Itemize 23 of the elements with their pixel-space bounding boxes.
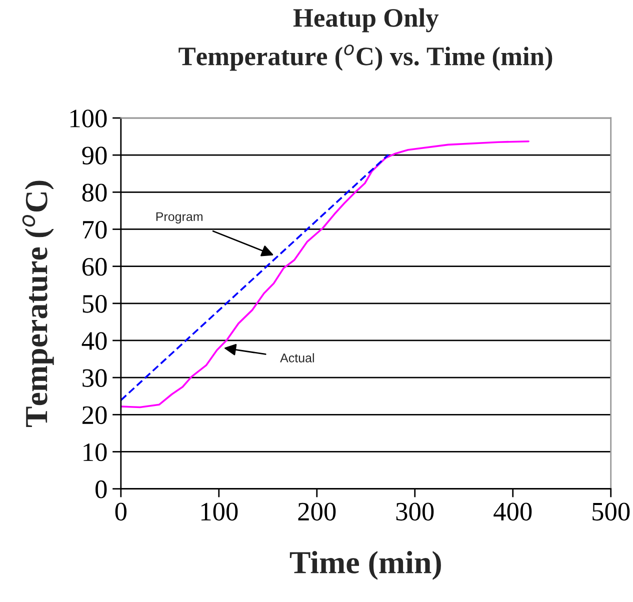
x-axis-title: Time (min) (290, 550, 441, 580)
y-tick-label: 80 (82, 184, 107, 202)
y-tick-label: 0 (96, 480, 107, 498)
y-tick-label: 90 (82, 146, 107, 164)
x-tick-label: 100 (201, 502, 238, 521)
x-tick-label: 400 (494, 502, 532, 521)
y-axis-title: Temperature ($^{o}$C) (22, 180, 54, 428)
y-tick-label: 20 (82, 406, 107, 424)
y-tick-label: 100 (70, 110, 107, 128)
annotation: Actual (280, 353, 314, 362)
y-tick-label: 30 (82, 369, 107, 387)
x-tick-label: 300 (396, 502, 434, 521)
x-tick-label: 200 (298, 502, 336, 521)
y-tick-label: 10 (84, 443, 107, 462)
x-tick-label: 500 (592, 502, 630, 521)
y-tick-label: 60 (82, 258, 107, 276)
line-series (120, 140, 530, 408)
y-tick-label: 70 (83, 220, 107, 239)
x-tick-label: 0 (115, 502, 126, 521)
chart-title: Heatup Only Temperature ($^{o}$C) vs. Time (min) (178, 8, 552, 71)
y-tick-label: 50 (82, 295, 107, 313)
annotation: Program (156, 212, 202, 224)
y-tick-label: 40 (82, 332, 107, 350)
